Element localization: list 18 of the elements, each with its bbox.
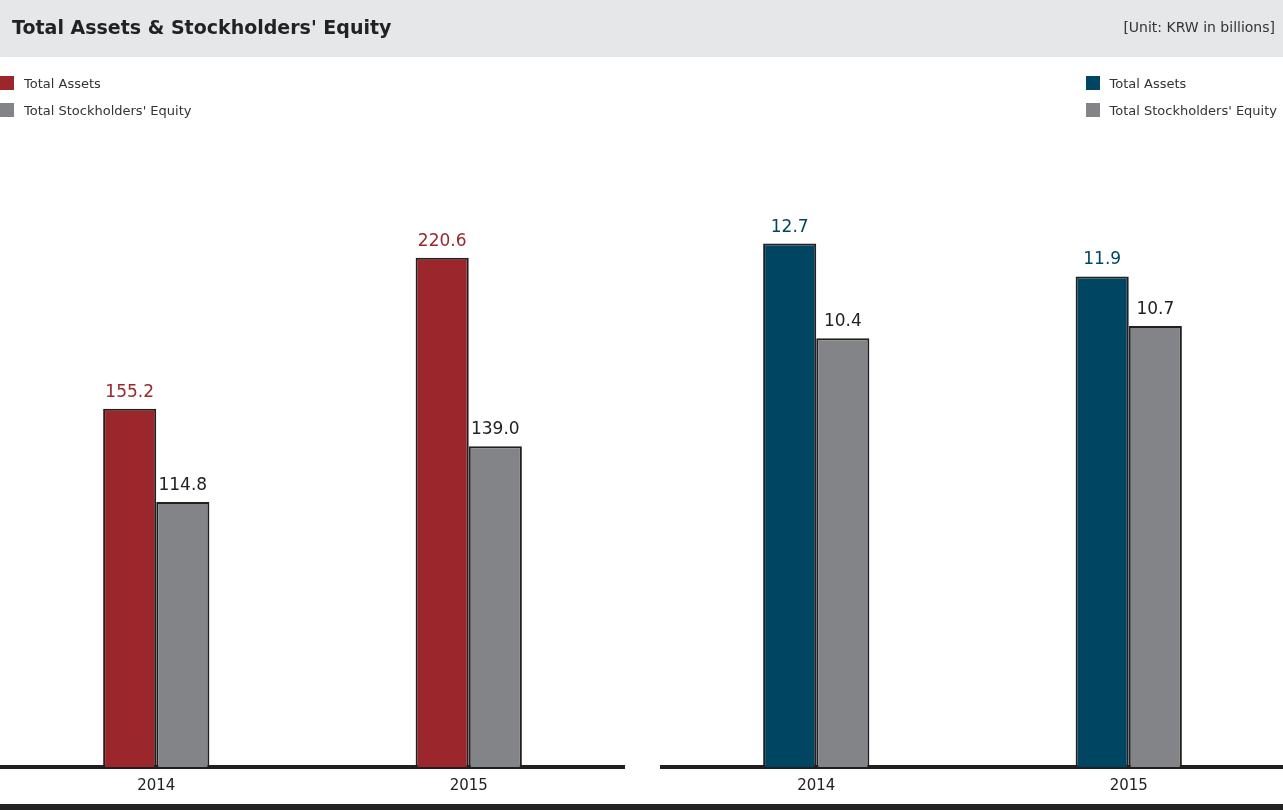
- x-tick-label: 2014: [137, 775, 176, 794]
- x-tick-label: 2014: [797, 775, 836, 794]
- legend-label: Total Assets: [1109, 76, 1187, 91]
- data-label: 10.4: [823, 310, 862, 331]
- data-label: 139.0: [470, 418, 520, 439]
- text: [Unit: KRW in billions]: [1123, 19, 1275, 35]
- data-label: 114.8: [158, 473, 208, 494]
- data-label: 220.6: [417, 229, 467, 250]
- data-label: 12.7: [770, 215, 809, 236]
- chart-title: Total Assets & Stockholders' Equity: [12, 16, 392, 38]
- legend-label: Total Stockholders' Equity: [24, 103, 192, 118]
- data-label: 155.2: [105, 380, 155, 401]
- x-tick-label: 2015: [449, 775, 488, 794]
- legend-label: Total Assets: [24, 76, 101, 91]
- data-label: 10.7: [1136, 297, 1175, 318]
- data-label: 11.9: [1083, 248, 1122, 269]
- x-tick-label: 2015: [1109, 775, 1148, 794]
- legend-label: Total Stockholders' Equity: [1109, 103, 1277, 118]
